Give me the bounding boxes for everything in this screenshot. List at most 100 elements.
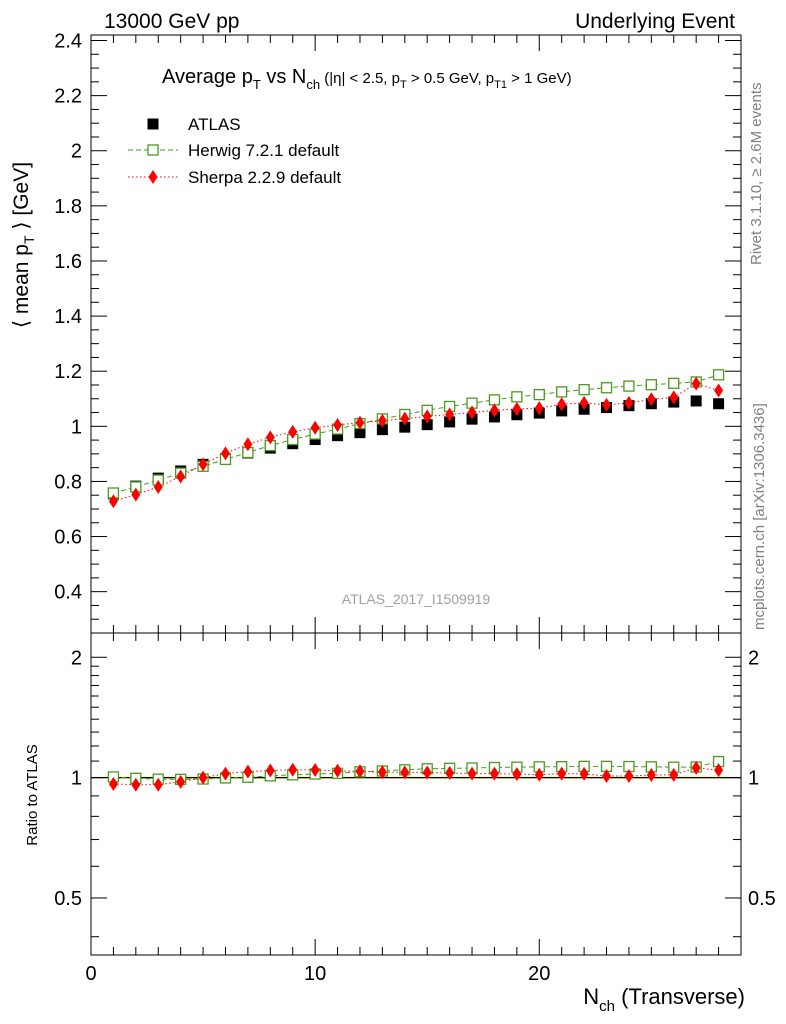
y-tick-label: 2.4 — [54, 31, 82, 53]
legend-label: ATLAS — [188, 115, 241, 134]
sherpa-point — [198, 457, 208, 472]
ratio-reference — [91, 776, 741, 779]
x-tick-label: 10 — [304, 963, 326, 985]
sherpa-ratio-point — [176, 774, 186, 789]
herwig-point — [511, 391, 523, 403]
sherpa-point — [602, 397, 612, 412]
sherpa-point — [669, 390, 679, 405]
sherpa-point — [557, 397, 567, 412]
plot-title: Average pT vs Nch (|η| < 2.5, pT > 0.5 G… — [162, 66, 572, 92]
axis-ticks — [90, 35, 742, 955]
legend-marker-herwig — [147, 144, 159, 156]
sherpa-point — [691, 376, 701, 391]
sherpa-ratio-point — [131, 777, 141, 792]
y-tick-label: 1 — [71, 416, 82, 438]
legend-marker-sherpa — [148, 170, 158, 184]
y-tick-label: 0.4 — [54, 582, 82, 604]
sherpa-ratio-point — [153, 777, 163, 792]
ratio-plot-frame — [90, 632, 742, 956]
herwig-point — [668, 377, 680, 389]
sherpa-point — [489, 403, 499, 418]
sherpa-ratio-point — [265, 763, 275, 778]
sherpa-point — [714, 383, 724, 398]
sherpa-ratio-point — [557, 766, 567, 781]
side-text-mcplots: mcplots.cern.ch [arXiv:1306.3436] — [751, 403, 768, 630]
atlas-point — [399, 421, 411, 433]
sherpa-point — [265, 430, 275, 445]
sherpa-ratio-point — [624, 769, 634, 784]
sherpa-ratio-point — [691, 760, 701, 775]
sherpa-ratio-point — [512, 767, 522, 782]
legend: ATLAS Herwig 7.2.1 default Sherpa 2.2.9 de… — [128, 115, 341, 187]
sherpa-point — [220, 446, 230, 461]
sherpa-ratio-point — [220, 766, 230, 781]
sherpa-point — [153, 479, 163, 494]
sherpa-point — [467, 405, 477, 420]
ratio-tick-label-right: 2 — [748, 647, 759, 669]
atlas-point — [332, 430, 344, 442]
y-tick-label: 2 — [71, 141, 82, 163]
herwig-point — [645, 379, 657, 391]
sherpa-ratio-point — [534, 767, 544, 782]
legend-label: Sherpa 2.2.9 default — [188, 168, 341, 187]
sherpa-point — [288, 424, 298, 439]
y-tick-label: 1.2 — [54, 361, 82, 383]
sherpa-ratio-point — [108, 776, 118, 791]
herwig-ratio-line — [113, 761, 719, 780]
sherpa-ratio-point — [579, 766, 589, 781]
sherpa-ratio-point — [198, 770, 208, 785]
ratio-y-axis-label: Ratio to ATLAS — [24, 744, 41, 845]
sherpa-point — [646, 392, 656, 407]
x-tick-label: 0 — [85, 963, 96, 985]
ratio-tick-label: 2 — [71, 647, 82, 669]
atlas-point — [713, 398, 725, 410]
ratio-tick-label: 0.5 — [54, 888, 82, 910]
atlas-point — [690, 395, 702, 407]
sherpa-ratio-point — [669, 767, 679, 782]
x-axis-label: Nch (Transverse) — [583, 984, 745, 1015]
header-left: 13000 GeV pp — [104, 10, 239, 33]
sherpa-point — [579, 395, 589, 410]
sherpa-ratio-point — [377, 765, 387, 780]
sherpa-ratio-point — [400, 765, 410, 780]
sherpa-line — [113, 383, 719, 502]
sherpa-point — [333, 417, 343, 432]
sherpa-point — [108, 494, 118, 509]
y-tick-label: 1.6 — [54, 251, 82, 273]
sherpa-ratio-point — [288, 762, 298, 777]
y-tick-label: 2.2 — [54, 86, 82, 108]
sherpa-ratio-point — [714, 763, 724, 778]
sherpa-point — [310, 420, 320, 435]
y-tick-label: 0.8 — [54, 471, 82, 493]
legend-marker-atlas — [147, 118, 159, 130]
ratio-tick-label: 1 — [71, 768, 82, 790]
sherpa-ratio-point — [467, 766, 477, 781]
sherpa-point — [422, 409, 432, 424]
sherpa-ratio-point — [333, 763, 343, 778]
sherpa-ratio-point — [646, 768, 656, 783]
x-tick-label: 20 — [528, 963, 550, 985]
sherpa-ratio-point — [602, 769, 612, 784]
atlas-point — [421, 419, 433, 431]
analysis-watermark: ATLAS_2017_I1509919 — [342, 591, 491, 607]
sherpa-point — [445, 407, 455, 422]
herwig-line — [113, 374, 719, 494]
y-tick-label: 0.6 — [54, 527, 82, 549]
sherpa-ratio-point — [355, 764, 365, 779]
sherpa-ratio-point — [445, 765, 455, 780]
y-tick-label: 1.4 — [54, 306, 82, 328]
data-marks — [107, 369, 725, 792]
sherpa-point — [377, 413, 387, 428]
sherpa-point — [512, 401, 522, 416]
herwig-point — [600, 382, 613, 394]
atlas-point — [376, 424, 388, 436]
sherpa-point — [243, 437, 253, 452]
y-tick-label: 1.8 — [54, 196, 82, 218]
sherpa-point — [624, 395, 634, 410]
atlas-point — [444, 416, 456, 428]
sherpa-point — [355, 415, 365, 430]
axis-tick-labels: 0 10 20 0.4 0.6 0.8 1 1.2 1.4 1.6 1.8 2 2.2 2.4 0.5 0.5… — [54, 31, 776, 985]
sherpa-ratio-point — [310, 762, 320, 777]
sherpa-point — [131, 487, 141, 502]
herwig-point — [533, 388, 545, 401]
